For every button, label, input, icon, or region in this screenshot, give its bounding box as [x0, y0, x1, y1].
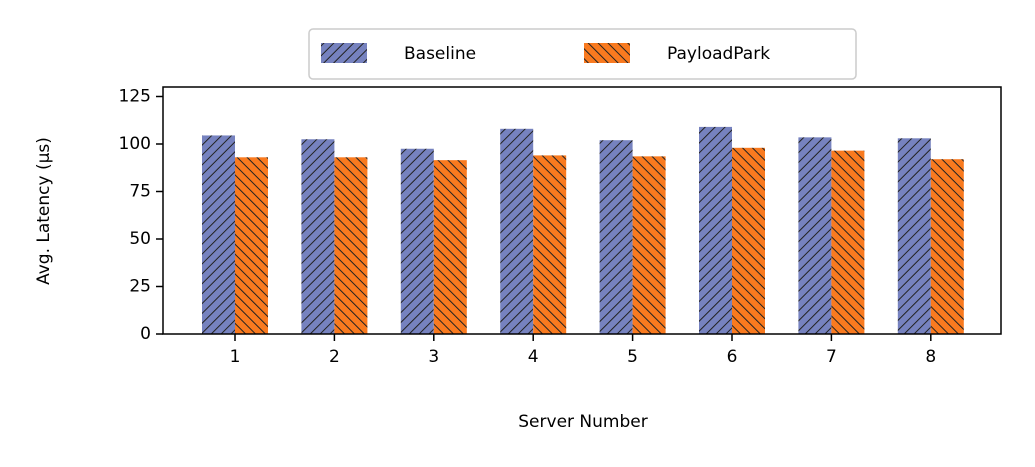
bar [930, 159, 964, 334]
bar [301, 139, 335, 334]
legend-swatch [321, 43, 367, 63]
legend-label: PayloadPark [667, 44, 770, 64]
x-tick-label: 7 [826, 347, 837, 367]
bar [400, 148, 434, 334]
bar [699, 126, 732, 335]
x-tick-label: 5 [627, 347, 638, 367]
bar [897, 138, 931, 334]
x-tick-label: 1 [230, 347, 241, 367]
bar [235, 157, 268, 334]
bar [732, 147, 765, 334]
legend-label: Baseline [404, 44, 476, 64]
bar [533, 155, 567, 334]
bar [500, 128, 534, 334]
x-tick-label: 2 [329, 347, 340, 367]
legend-swatch [584, 43, 630, 63]
y-axis-label: Avg. Latency (μs) [34, 137, 54, 285]
y-tick-label: 75 [129, 182, 151, 202]
y-tick-label: 50 [129, 229, 151, 249]
bar [202, 135, 235, 334]
plot-frame [162, 86, 1002, 335]
x-tick-label: 8 [925, 347, 936, 367]
bar [798, 137, 832, 334]
x-tick-label: 6 [727, 347, 738, 367]
bar [433, 160, 467, 334]
y-tick-label: 25 [129, 277, 151, 297]
bar [334, 157, 368, 334]
bar [632, 156, 666, 334]
y-tick-label: 100 [119, 134, 151, 154]
y-tick-label: 125 [119, 87, 151, 107]
bar [831, 150, 865, 334]
legend-box [308, 28, 857, 80]
y-tick-label: 0 [140, 324, 151, 344]
x-axis-label: Server Number [518, 412, 647, 432]
bar [599, 140, 633, 334]
x-tick-label: 4 [528, 347, 539, 367]
x-tick-label: 3 [428, 347, 439, 367]
